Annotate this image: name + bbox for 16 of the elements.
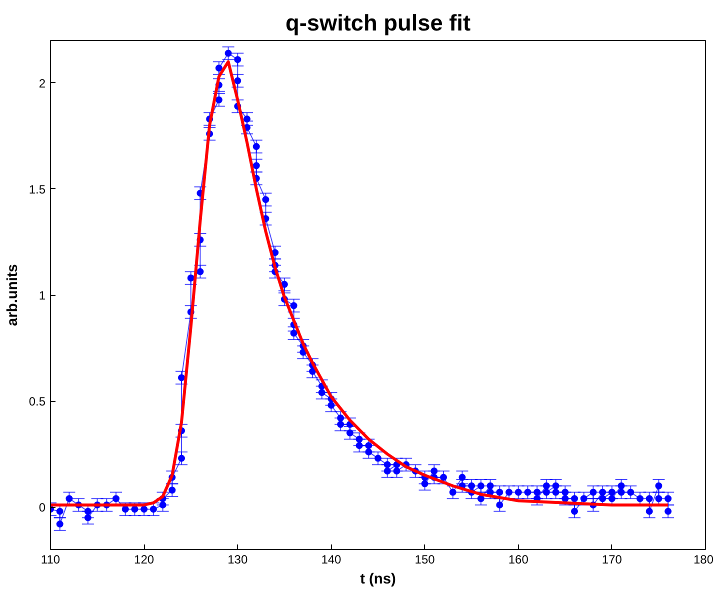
x-tick-label: 150 [414, 552, 436, 566]
x-tick-label: 140 [321, 552, 342, 566]
x-tick-label: 180 [693, 552, 713, 566]
x-tick-label: 110 [40, 552, 60, 566]
y-tick-label: 0 [38, 500, 46, 515]
x-tick-label: 120 [134, 552, 154, 566]
x-axis-title: t (ns) [360, 572, 396, 588]
y-tick-label: 0.5 [28, 394, 46, 409]
y-axis-title: arb.units [4, 264, 21, 326]
y-tick-label: 2 [38, 76, 46, 90]
x-tick-label: 130 [228, 552, 248, 566]
chart-title: q-switch pulse fit [285, 10, 471, 36]
x-tick-label: 160 [508, 552, 529, 566]
x-tick-label: 170 [602, 552, 622, 566]
y-tick-label: 1.5 [28, 182, 46, 196]
y-tick-label: 1 [38, 288, 46, 302]
